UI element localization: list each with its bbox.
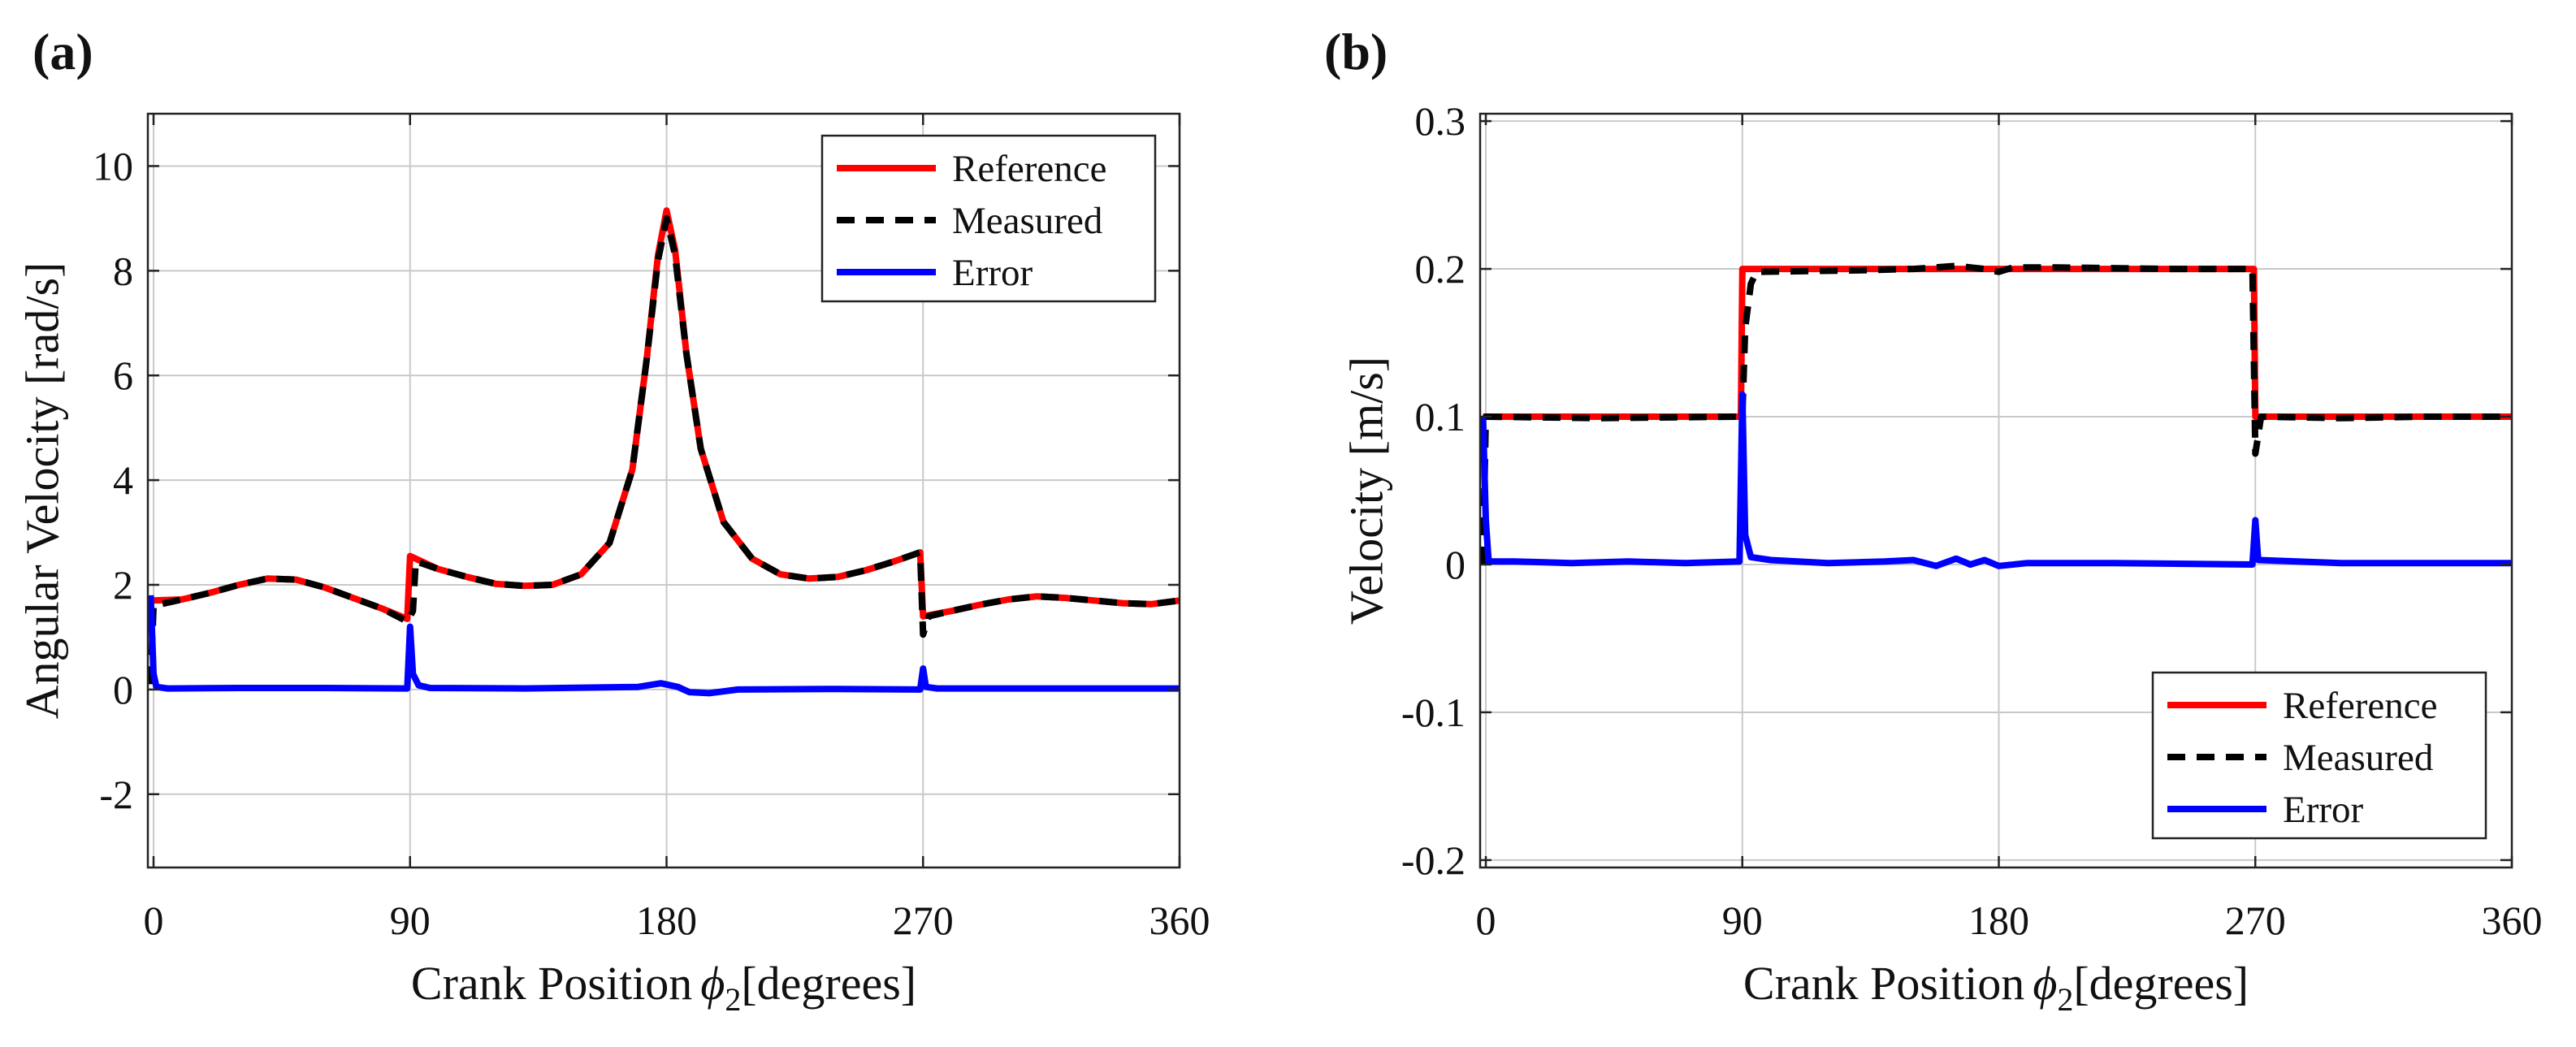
x-tick-label: 270 [2225, 898, 2286, 943]
x-axis-title: Crank Position ϕ2[degrees] [411, 957, 916, 1018]
x-tick-label: 90 [390, 898, 431, 943]
legend-label-measured: Measured [2283, 737, 2433, 779]
y-tick-label: 0.1 [1415, 394, 1466, 439]
panel-label: (b) [1324, 23, 1388, 80]
x-tick-label: 360 [2482, 898, 2543, 943]
y-tick-label: 6 [113, 353, 133, 398]
x-tick-label: 180 [636, 898, 697, 943]
legend-label-error: Error [2283, 789, 2364, 831]
y-tick-label: -0.1 [1401, 690, 1466, 735]
axes-frame [146, 112, 1181, 869]
y-tick-label: 4 [113, 457, 133, 503]
x-axis-title-symbol: ϕ [700, 957, 725, 1010]
x-axis-title-unit: [degrees] [2073, 957, 2249, 1010]
x-axis-title-subscript: 2 [2057, 981, 2073, 1018]
y-axis-title: Velocity [m/s] [1340, 357, 1392, 625]
series-line-error [1480, 391, 2512, 569]
y-tick-label: -0.2 [1401, 837, 1466, 883]
x-tick-label: 90 [1722, 898, 1763, 943]
y-tick-label: 8 [113, 248, 133, 293]
x-axis-title: Crank Position ϕ2[degrees] [1743, 957, 2249, 1018]
y-tick-label: 0.3 [1415, 98, 1466, 144]
series-line-reference [153, 207, 1180, 622]
y-tick-label: 2 [113, 562, 133, 608]
legend: Reference Measured Error [820, 134, 1157, 303]
x-axis-title-text: Crank Position [1743, 957, 2024, 1010]
series-line-error [148, 595, 1180, 697]
y-tick-label: -2 [99, 772, 133, 817]
legend: Reference Measured Error [2151, 671, 2487, 840]
x-tick-label: 0 [1476, 898, 1496, 943]
y-axis-title: Angular Velocity [rad/s] [15, 262, 68, 720]
legend-label-error: Error [952, 252, 1033, 294]
x-axis-title-text: Crank Position [411, 957, 692, 1010]
y-tick-label: 0 [1445, 542, 1466, 587]
y-tick-label: 0.2 [1415, 246, 1466, 292]
x-axis-title-symbol: ϕ [2033, 957, 2057, 1010]
chart-panel-a: (a) 0 90 180 270 360 -2 0 2 4 6 8 10 Angular Velocity… [15, 23, 1210, 1018]
x-tick-label: 180 [1968, 898, 2029, 943]
legend-label-reference: Reference [2283, 685, 2437, 727]
series-line-measured [148, 214, 1180, 685]
panel-label: (a) [32, 23, 93, 80]
x-axis-title-subscript: 2 [725, 981, 741, 1018]
x-axis-title-unit: [degrees] [741, 957, 916, 1010]
x-tick-label: 270 [893, 898, 954, 943]
x-tick-label: 360 [1149, 898, 1210, 943]
legend-label-measured: Measured [952, 200, 1102, 242]
y-tick-label: 0 [113, 667, 133, 712]
y-tick-label: 10 [93, 143, 133, 188]
series-line-measured [1480, 262, 2512, 565]
axes-frame [1478, 112, 2513, 869]
chart-panel-b: (b) 0 90 180 270 360 -0.2 -0.1 0 0.1 0.2 0.3 Velocit… [1324, 23, 2543, 1018]
x-tick-label: 0 [144, 898, 164, 943]
legend-label-reference: Reference [952, 148, 1106, 190]
